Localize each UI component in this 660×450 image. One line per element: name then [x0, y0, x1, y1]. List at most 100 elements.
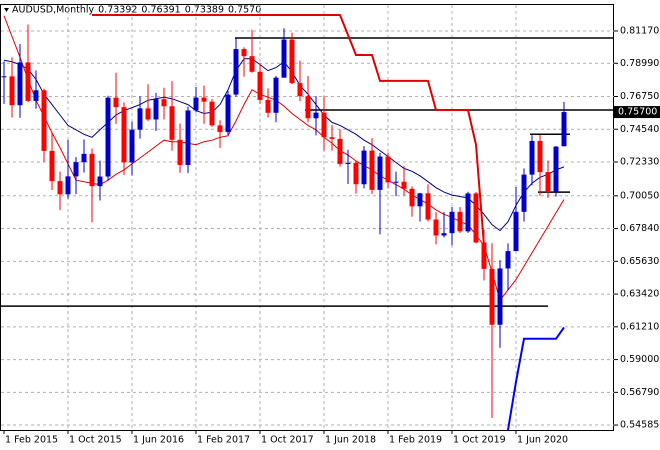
candle-body	[417, 193, 423, 207]
candle-body	[233, 49, 239, 95]
candle-body	[305, 96, 311, 119]
candle-body	[89, 153, 95, 187]
x-tick-label: 1 Feb 2019	[389, 435, 442, 446]
y-tick-label: 0.59000	[620, 354, 659, 365]
candle-body	[73, 162, 79, 177]
x-tick-label: 1 Feb 2015	[5, 435, 58, 446]
candle-body	[33, 90, 39, 101]
candle-body	[249, 56, 255, 72]
y-tick-label: 0.56790	[620, 387, 659, 398]
candle-body	[449, 211, 455, 234]
candle-body	[513, 211, 519, 252]
candle-body	[169, 106, 175, 140]
candle-body	[537, 140, 543, 173]
candle-body	[393, 181, 399, 183]
candle-body	[561, 112, 567, 147]
candle-body	[265, 99, 271, 113]
candle-body	[313, 112, 319, 119]
last-price-label: 0.75700	[618, 107, 657, 118]
candle-body	[25, 62, 31, 101]
candle-body	[217, 125, 223, 133]
candle-body	[337, 138, 343, 164]
candle-body	[553, 146, 559, 193]
x-tick-label: 1 Oct 2019	[453, 435, 506, 446]
y-tick-label: 0.54585	[620, 420, 659, 431]
header-value: 0.73389	[185, 5, 224, 16]
indicator-line	[507, 326, 565, 431]
y-tick-label: 0.67840	[620, 223, 659, 234]
candle-body	[177, 139, 183, 165]
candle-body	[97, 176, 103, 187]
y-tick-label: 0.63420	[620, 289, 659, 300]
y-tick-label: 0.72330	[620, 157, 659, 168]
candle-body	[137, 108, 143, 130]
candle-body	[225, 94, 231, 133]
header-value: 0.73392	[98, 5, 137, 16]
y-tick-label: 0.61210	[620, 321, 659, 332]
candle-body	[409, 188, 415, 207]
chart-title: AUDUSD,Monthly	[12, 5, 95, 16]
candle-body	[209, 101, 215, 126]
candle-body	[273, 77, 279, 113]
candle-body	[457, 211, 463, 232]
candle-body	[353, 162, 359, 185]
candle-body	[465, 193, 471, 232]
candle-body	[489, 268, 495, 325]
candle-body	[161, 99, 167, 107]
header-value: 0.7570	[228, 5, 261, 16]
candle-body	[369, 150, 375, 190]
candle-body	[129, 129, 135, 163]
indicator-line	[3, 15, 565, 302]
candle-body	[361, 150, 367, 185]
y-tick-label: 0.78990	[620, 58, 659, 69]
candle-body	[545, 172, 551, 193]
header-value: 0.76391	[141, 5, 180, 16]
y-tick-label: 0.74540	[620, 124, 659, 135]
y-tick-label: 0.65630	[620, 256, 659, 267]
candle-body	[345, 162, 351, 164]
candle-body	[505, 251, 511, 269]
y-tick-label: 0.70050	[620, 190, 659, 201]
candle-body	[17, 62, 23, 106]
candle-body	[41, 90, 47, 151]
candle-body	[521, 174, 527, 212]
candle-body	[153, 99, 159, 120]
candle-body	[473, 193, 479, 243]
x-tick-label: 1 Oct 2015	[69, 435, 122, 446]
x-tick-label: 1 Oct 2017	[261, 435, 314, 446]
candle-body	[257, 71, 263, 100]
candle-body	[185, 110, 191, 165]
candle-body	[433, 219, 439, 236]
candle-body	[113, 97, 119, 108]
candle-body	[281, 39, 287, 78]
candle-body	[241, 49, 247, 57]
candle-body	[377, 156, 383, 190]
candle-body	[321, 112, 327, 138]
candle-body	[385, 156, 391, 183]
x-tick-label: 1 Jun 2020	[517, 435, 568, 446]
symbol-icon	[4, 8, 9, 12]
candle-body	[481, 242, 487, 269]
last-price-box	[614, 106, 660, 119]
candle-body	[145, 108, 151, 120]
candle-body	[497, 268, 503, 325]
candle-body	[289, 39, 295, 84]
candle-body	[441, 233, 447, 236]
candle-body	[105, 97, 111, 177]
candle-body	[297, 83, 303, 97]
candle-body	[121, 107, 127, 163]
candle-body	[425, 193, 431, 220]
candle-body	[9, 76, 15, 106]
x-tick-label: 1 Jun 2016	[133, 435, 184, 446]
candle-body	[57, 181, 63, 195]
candle-body	[81, 153, 87, 163]
y-tick-label: 0.81170	[620, 25, 659, 36]
candle-body	[65, 176, 71, 195]
x-tick-label: 1 Jun 2018	[325, 435, 376, 446]
candle-body	[201, 97, 207, 102]
candle-body	[1, 76, 7, 78]
indicator-line	[92, 14, 485, 246]
candle-body	[401, 181, 407, 189]
candle-body	[49, 150, 55, 182]
